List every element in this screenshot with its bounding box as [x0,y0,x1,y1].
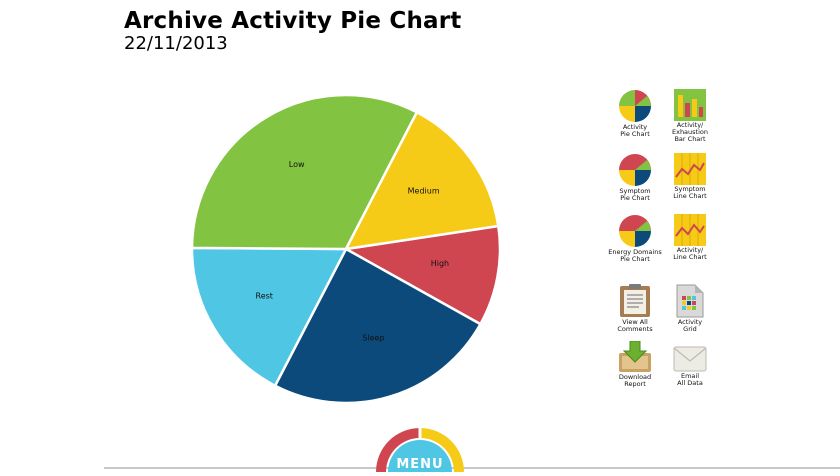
menu-label: MENU [396,457,444,472]
envelope-icon [673,346,707,372]
pie-slice-low [190,93,419,251]
bottom-divider [104,467,840,469]
pie-chart-icon [619,154,651,186]
download-report-button[interactable]: Download Report [605,341,665,388]
line-chart-icon [674,214,706,246]
activity-grid-label: Activity Grid [677,318,703,333]
page-date: 22/11/2013 [124,33,228,54]
line-chart-icon [674,153,706,185]
symptom-line-chart-label: Symptom Line Chart [673,185,707,200]
bar-chart-icon [674,89,706,121]
email-all-data-button[interactable]: Email All Data [660,346,720,387]
pie-slice-medium [344,111,500,251]
page-title: Archive Activity Pie Chart [124,8,462,34]
pie-label-sleep: Sleep [362,333,384,342]
menu-ring-icon [376,427,464,472]
view-all-comments-label: View All Comments [617,318,653,333]
menu-button[interactable]: MENU [372,424,468,472]
download-icon [619,341,651,372]
activity-pie-chart-label: Activity Pie Chart [620,123,650,138]
email-all-data-label: Email All Data [677,372,703,387]
view-all-comments-button[interactable]: View All Comments [605,284,665,333]
energy-domains-pie-chart-button[interactable]: Energy Domains Pie Chart [605,214,665,263]
activity-exhaustion-bar-chart-button[interactable]: Activity/ Exhaustion Bar Chart [660,89,720,143]
activity-line-chart-label: Activity/ Line Chart [673,246,707,261]
pie-chart-icon [619,90,651,122]
pie-slice-high [344,224,502,326]
pie-chart-icon [619,215,651,247]
activity-exhaustion-bar-chart-label: Activity/ Exhaustion Bar Chart [671,121,708,143]
clipboard-icon [620,284,650,317]
pie-label-rest: Rest [256,291,273,300]
symptom-pie-chart-button[interactable]: Symptom Pie Chart [605,153,665,202]
activity-grid-button[interactable]: Activity Grid [660,284,720,333]
pie-label-medium: Medium [408,186,440,195]
activity-line-chart-button[interactable]: Activity/ Line Chart [660,214,720,261]
energy-domains-pie-chart-label: Energy Domains Pie Chart [608,248,662,263]
grid-document-icon [676,284,704,318]
pie-label-low: Low [289,160,305,169]
pie-label-high: High [431,259,449,268]
activity-pie-chart-button[interactable]: Activity Pie Chart [605,89,665,138]
symptom-pie-chart-label: Symptom Pie Chart [619,187,651,202]
pie-slice-rest [190,246,348,387]
download-report-label: Download Report [618,373,652,388]
symptom-line-chart-button[interactable]: Symptom Line Chart [660,153,720,200]
